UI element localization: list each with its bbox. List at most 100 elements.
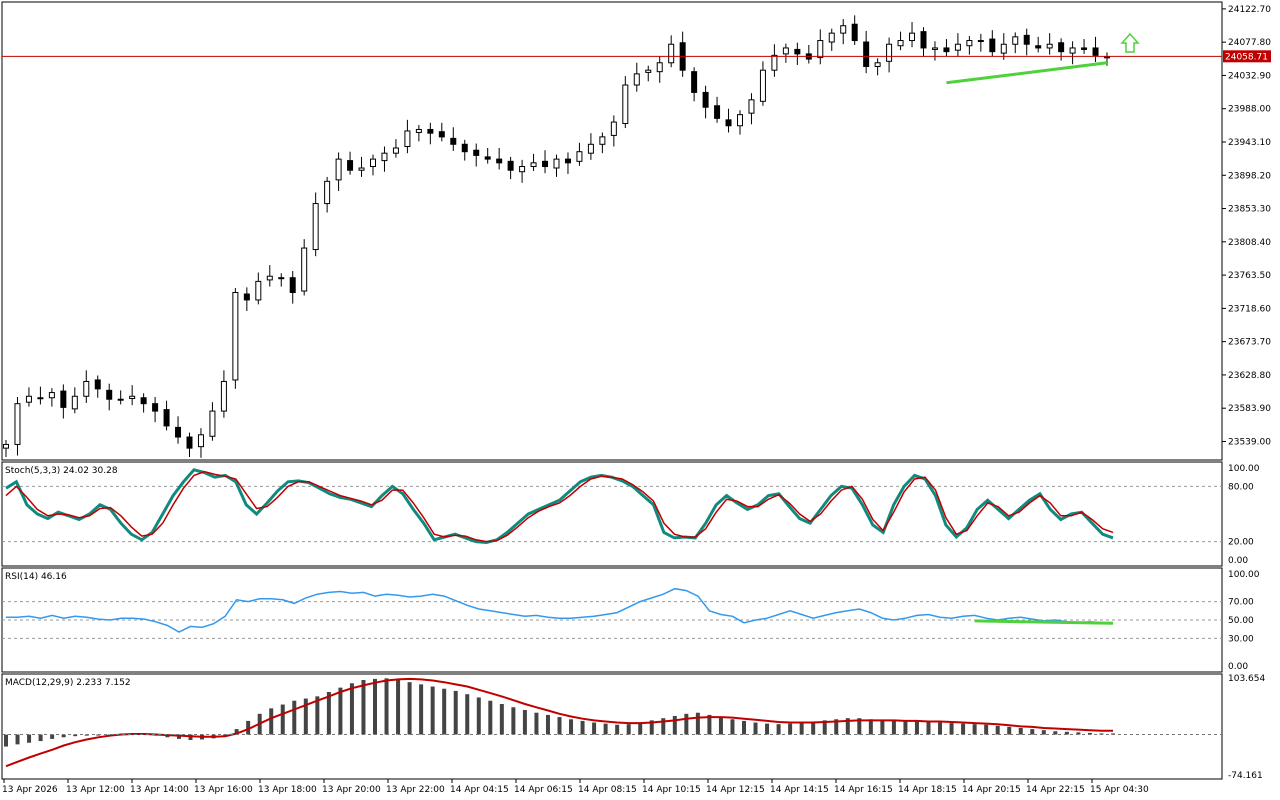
bull-candle[interactable] xyxy=(759,61,766,106)
macd-histogram-bar[interactable] xyxy=(488,700,493,735)
bear-candle[interactable] xyxy=(347,151,354,175)
macd-histogram-bar[interactable] xyxy=(499,703,504,735)
macd-histogram-bar[interactable] xyxy=(292,700,297,735)
bull-candle[interactable] xyxy=(404,119,411,154)
macd-histogram-bar[interactable] xyxy=(949,723,954,735)
bear-candle[interactable] xyxy=(725,108,732,133)
macd-histogram-bar[interactable] xyxy=(1087,732,1092,735)
bull-candle[interactable] xyxy=(220,370,227,418)
bull-candle[interactable] xyxy=(931,41,938,61)
macd-histogram-bar[interactable] xyxy=(465,694,470,735)
rsi-line[interactable] xyxy=(6,587,1114,633)
bull-candle[interactable] xyxy=(48,388,55,407)
bull-candle[interactable] xyxy=(610,115,617,147)
macd-histogram-bar[interactable] xyxy=(1007,726,1012,735)
bull-candle[interactable] xyxy=(748,93,755,125)
bull-candle[interactable] xyxy=(37,386,44,405)
macd-histogram-bar[interactable] xyxy=(84,734,89,736)
macd-histogram-bar[interactable] xyxy=(361,679,366,735)
bear-candle[interactable] xyxy=(920,27,927,57)
bear-candle[interactable] xyxy=(484,147,491,164)
macd-histogram-bar[interactable] xyxy=(15,734,20,745)
bear-candle[interactable] xyxy=(943,39,950,57)
macd-histogram-bar[interactable] xyxy=(269,708,274,735)
bear-candle[interactable] xyxy=(1058,38,1065,61)
bull-candle[interactable] xyxy=(737,110,743,135)
bear-candle[interactable] xyxy=(863,30,870,74)
macd-histogram-bar[interactable] xyxy=(880,720,885,735)
macd-histogram-bar[interactable] xyxy=(695,712,700,735)
macd-panel[interactable]: 103.654 -74.161 MACD(12,29,9) 2.233 7.152 xyxy=(1,673,1265,781)
macd-histogram-bar[interactable] xyxy=(742,720,746,735)
bear-candle[interactable] xyxy=(679,31,686,77)
bear-candle[interactable] xyxy=(507,156,514,180)
macd-histogram-bar[interactable] xyxy=(27,734,32,743)
bull-candle[interactable] xyxy=(71,387,78,414)
macd-histogram-bar[interactable] xyxy=(50,734,55,739)
macd-histogram-bar[interactable] xyxy=(511,707,516,735)
bull-candle[interactable] xyxy=(909,22,916,48)
macd-histogram-bar[interactable] xyxy=(557,717,562,735)
macd-histogram-bar[interactable] xyxy=(972,724,977,735)
bull-candle[interactable] xyxy=(874,58,881,76)
macd-histogram-bar[interactable] xyxy=(569,719,574,735)
macd-histogram-bar[interactable] xyxy=(1030,729,1035,735)
macd-histogram-bar[interactable] xyxy=(280,704,285,735)
macd-histogram-bar[interactable] xyxy=(384,678,389,735)
macd-histogram-bar[interactable] xyxy=(373,678,377,735)
bull-candle[interactable] xyxy=(519,159,526,183)
stoch-signal-line[interactable] xyxy=(5,470,1114,543)
macd-histogram-bar[interactable] xyxy=(545,714,550,735)
macd-histogram-bar[interactable] xyxy=(984,724,989,735)
bear-candle[interactable] xyxy=(496,147,503,170)
bear-candle[interactable] xyxy=(186,432,193,458)
macd-histogram-bar[interactable] xyxy=(811,721,816,735)
macd-histogram-bar[interactable] xyxy=(1064,731,1069,735)
stochastic-panel[interactable]: 100.00 80.00 20.00 0.00 Stoch(5,3,3) 24.02 3… xyxy=(1,461,1260,567)
bull-candle[interactable] xyxy=(312,192,319,257)
bull-candle[interactable] xyxy=(370,154,376,176)
bull-candle[interactable] xyxy=(232,288,239,389)
buy-arrow-icon[interactable] xyxy=(1120,32,1140,53)
bull-candle[interactable] xyxy=(3,439,9,458)
stoch-main-line[interactable] xyxy=(5,468,1114,545)
macd-histogram-bar[interactable] xyxy=(626,724,631,735)
macd-histogram-bar[interactable] xyxy=(234,729,239,735)
bull-candle[interactable] xyxy=(897,31,904,51)
macd-histogram-bar[interactable] xyxy=(349,683,354,735)
macd-histogram-bar[interactable] xyxy=(522,709,527,735)
macd-histogram-bar[interactable] xyxy=(684,713,689,735)
macd-histogram-bar[interactable] xyxy=(961,723,966,735)
macd-histogram-bar[interactable] xyxy=(1076,732,1081,735)
bear-candle[interactable] xyxy=(714,96,721,123)
macd-histogram-bar[interactable] xyxy=(822,720,827,735)
bull-candle[interactable] xyxy=(335,152,342,191)
macd-histogram-bar[interactable] xyxy=(615,724,620,735)
bull-candle[interactable] xyxy=(129,385,136,406)
macd-histogram-bar[interactable] xyxy=(891,720,896,735)
bull-candle[interactable] xyxy=(966,36,973,55)
macd-histogram-bar[interactable] xyxy=(788,723,793,735)
bull-candle[interactable] xyxy=(1069,41,1076,65)
macd-histogram-bar[interactable] xyxy=(246,720,251,735)
bear-candle[interactable] xyxy=(450,127,457,151)
macd-histogram-bar[interactable] xyxy=(753,722,758,735)
macd-histogram-bar[interactable] xyxy=(303,698,308,735)
macd-histogram-bar[interactable] xyxy=(857,718,862,735)
macd-histogram-bar[interactable] xyxy=(442,688,447,735)
macd-histogram-bar[interactable] xyxy=(868,719,873,735)
bull-candle[interactable] xyxy=(817,29,824,65)
macd-histogram-bar[interactable] xyxy=(845,718,850,735)
bear-candle[interactable] xyxy=(461,139,468,161)
bull-candle[interactable] xyxy=(645,65,652,82)
bull-candle[interactable] xyxy=(358,156,365,177)
macd-histogram-bar[interactable] xyxy=(534,712,539,735)
bear-candle[interactable] xyxy=(163,400,170,431)
bull-candle[interactable] xyxy=(209,402,216,441)
bull-candle[interactable] xyxy=(14,397,21,456)
bear-candle[interactable] xyxy=(117,390,124,405)
macd-histogram-bar[interactable] xyxy=(672,715,677,735)
bear-candle[interactable] xyxy=(60,384,67,419)
macd-histogram-bar[interactable] xyxy=(4,734,8,747)
